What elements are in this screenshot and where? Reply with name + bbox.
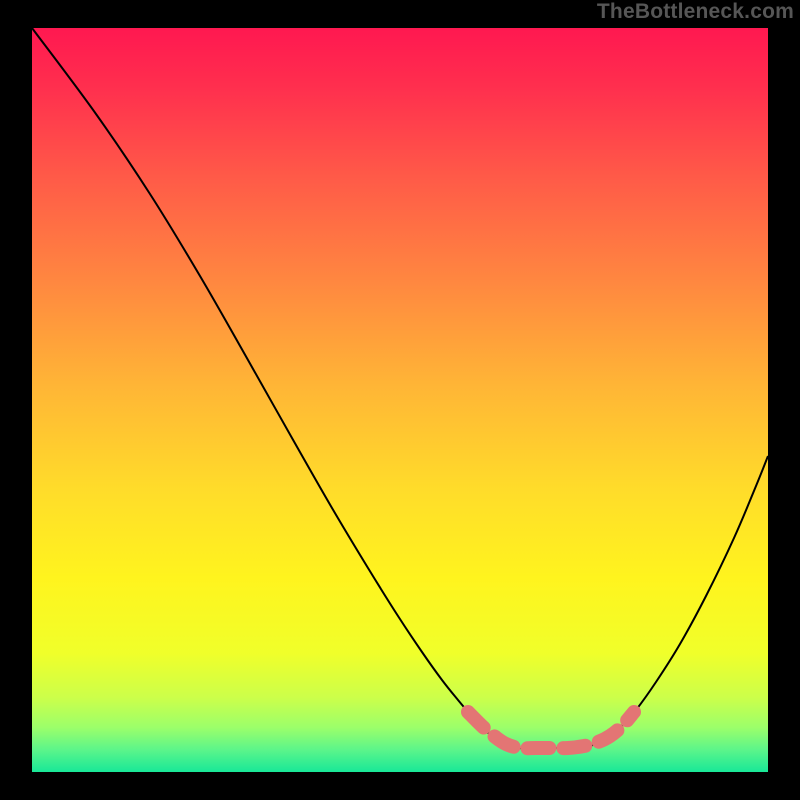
chart-svg — [0, 0, 800, 800]
chart-container: TheBottleneck.com — [0, 0, 800, 800]
plot-area — [32, 28, 768, 772]
watermark-text: TheBottleneck.com — [597, 0, 794, 24]
